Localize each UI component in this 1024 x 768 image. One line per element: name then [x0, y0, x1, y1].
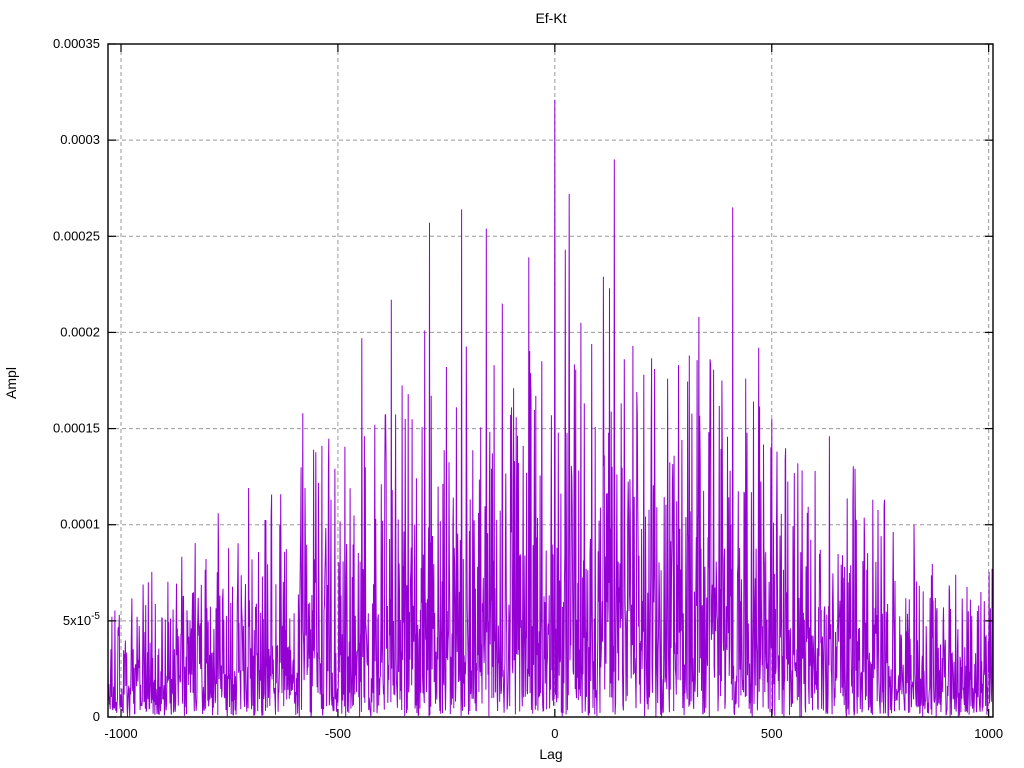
y-tick-label: 0.0002: [60, 324, 100, 339]
x-tick-label: -500: [325, 726, 351, 741]
axes: [107, 43, 994, 718]
y-tick-label: 0.0003: [60, 132, 100, 147]
y-axis-label: Ampl: [3, 367, 19, 399]
plot-border: [107, 43, 994, 718]
y-tick-label: 0.00035: [53, 36, 100, 51]
x-tick-label: -1000: [104, 726, 137, 741]
y-tick-label: 5x10-5: [63, 611, 101, 628]
data-series: [107, 99, 994, 718]
y-tick-label: 0.00025: [53, 228, 100, 243]
x-tick-label: 500: [761, 726, 783, 741]
y-tick-label: 0.00015: [53, 421, 100, 436]
x-tick-label: 1000: [974, 726, 1003, 741]
x-axis-label: Lag: [539, 746, 562, 762]
x-tick-label: 0: [551, 726, 558, 741]
y-tick-label: 0: [93, 709, 100, 724]
chart-title: Ef-Kt: [535, 10, 566, 26]
tick-labels: -1000 -500 0 500 1000 0 5x10-5 0.0001 0.00015 0.0…: [53, 36, 1003, 741]
y-tick-label: 0.0001: [60, 517, 100, 532]
series-path: [107, 99, 994, 718]
